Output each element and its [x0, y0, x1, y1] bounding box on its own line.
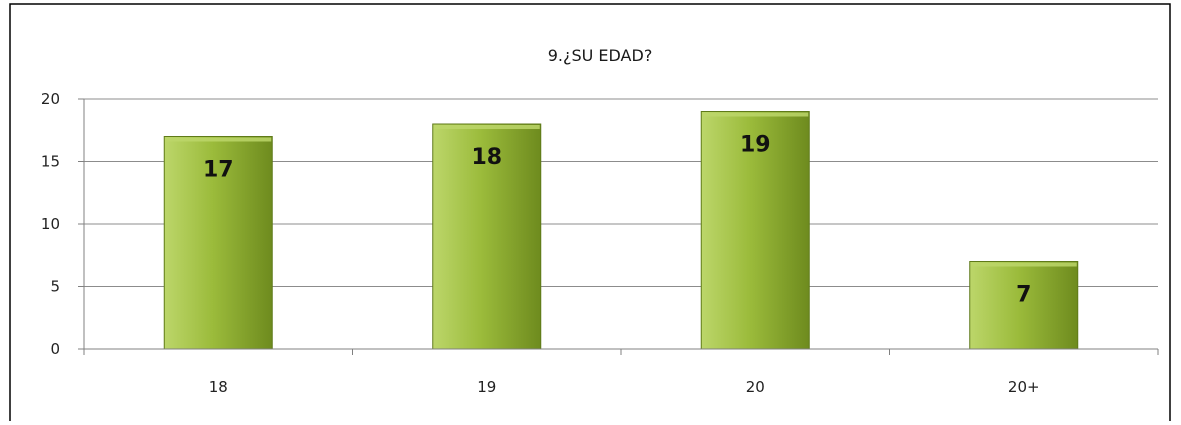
bar-highlight: [433, 125, 540, 129]
data-label: 19: [740, 133, 771, 158]
bar: [432, 123, 542, 350]
data-labels: 17 18 19 7: [203, 133, 1031, 308]
y-tick-label: 10: [41, 215, 60, 233]
bar: [163, 136, 273, 350]
x-category-label: 19: [477, 378, 496, 396]
y-tick-label: 15: [41, 153, 60, 171]
x-axis-labels: 18 19 20 20+: [209, 378, 1040, 396]
bar-highlight: [702, 112, 809, 117]
bar-highlight: [165, 137, 272, 142]
data-label: 7: [1016, 283, 1031, 308]
bar-highlight: [970, 262, 1077, 267]
y-tick-label: 0: [50, 340, 60, 358]
x-category-label: 20+: [1008, 378, 1040, 396]
x-category-label: 20: [746, 378, 765, 396]
axes: [83, 99, 1159, 355]
bars: [163, 111, 1079, 350]
chart-title: 9.¿SU EDAD?: [548, 46, 653, 65]
y-axis-ticks: 0 5 10 15 20: [41, 90, 84, 358]
x-category-label: 18: [209, 378, 228, 396]
data-label: 17: [203, 158, 234, 183]
chart-frame: [9, 3, 1171, 421]
y-tick-label: 20: [41, 90, 60, 108]
y-tick-label: 5: [50, 278, 60, 296]
data-label: 18: [471, 145, 502, 170]
bar: [969, 261, 1079, 350]
